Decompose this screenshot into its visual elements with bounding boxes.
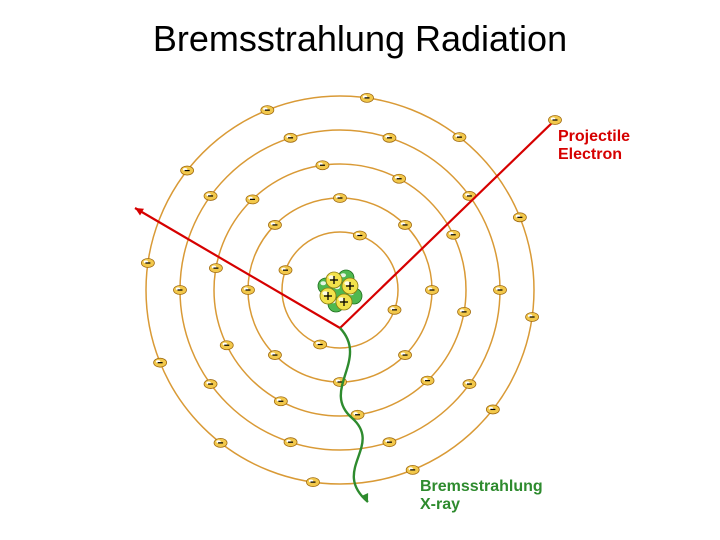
projectile-label-line1: Projectile [558,128,630,146]
projectile-label-line2: Electron [558,146,630,164]
xray-label-line1: Bremsstrahlung [420,478,543,496]
bremsstrahlung-xray-label: Bremsstrahlung X-ray [420,478,543,513]
projectile-electron-label: Projectile Electron [558,128,630,163]
bremsstrahlung-diagram [0,0,720,540]
xray-label-line2: X-ray [420,496,543,514]
